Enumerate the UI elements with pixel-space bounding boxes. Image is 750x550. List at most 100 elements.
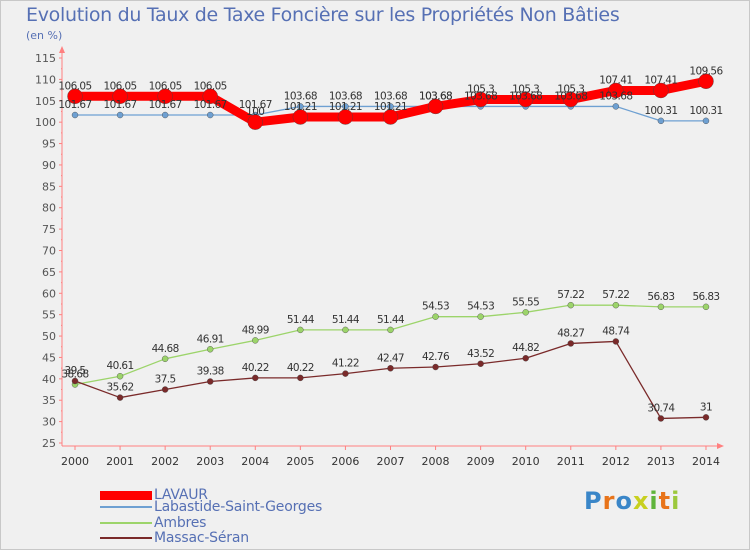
proxiti-logo: Proxiti [584, 487, 680, 515]
data-point [432, 363, 439, 371]
data-point [382, 109, 399, 125]
legend-swatch [100, 522, 152, 524]
data-point [522, 355, 529, 362]
data-point [252, 374, 259, 382]
data-point [116, 394, 124, 401]
data-label: 100 [246, 106, 264, 118]
data-label: 48.74 [602, 325, 630, 337]
data-point [71, 111, 79, 119]
data-label: 101.67 [194, 99, 227, 111]
y-tick-label: 50 [42, 330, 56, 343]
data-point [653, 82, 669, 99]
data-point [567, 340, 574, 347]
x-tick-label: 2001 [106, 455, 134, 468]
y-tick-label: 30 [42, 416, 56, 429]
legend-swatch [100, 506, 152, 508]
data-point [567, 301, 574, 309]
data-label: 56.83 [647, 291, 674, 303]
data-label: 107.41 [644, 74, 677, 86]
data-point [657, 303, 665, 311]
data-label: 56.83 [692, 291, 719, 303]
x-tick-label: 2013 [647, 455, 675, 468]
x-tick-label: 2009 [467, 455, 495, 468]
data-point [116, 373, 124, 380]
data-label: 38.68 [61, 368, 88, 380]
data-point [612, 301, 620, 309]
data-point [297, 326, 304, 334]
data-point [342, 326, 349, 334]
x-tick-label: 2003 [196, 455, 224, 468]
chart-title: Evolution du Taux de Taxe Foncière sur l… [26, 4, 620, 26]
x-tick-label: 2014 [692, 455, 720, 468]
y-tick-label: 80 [42, 202, 56, 215]
data-label: 105.3 [512, 83, 539, 95]
y-tick-label: 60 [42, 287, 56, 300]
data-label: 106.05 [149, 80, 182, 92]
data-label: 54.53 [422, 301, 449, 313]
data-label: 103.68 [419, 90, 452, 102]
data-label: 37.5 [155, 374, 176, 386]
data-point [472, 91, 489, 108]
data-label: 101.67 [103, 99, 136, 111]
x-tick-label: 2005 [286, 455, 314, 468]
x-tick-label: 2007 [376, 455, 404, 468]
data-point [116, 111, 124, 119]
data-label: 100.31 [644, 105, 677, 117]
logo-letter: o [615, 487, 633, 515]
data-point [387, 365, 394, 372]
x-tick-label: 2004 [241, 455, 269, 468]
data-label: 55.55 [512, 296, 539, 308]
data-point [157, 88, 173, 104]
data-label: 103.68 [284, 90, 317, 102]
data-label: 51.44 [377, 314, 405, 326]
data-label: 42.76 [422, 351, 450, 363]
data-point [207, 378, 214, 385]
y-tick-label: 40 [42, 373, 56, 386]
data-point [247, 114, 263, 130]
data-label: 41.22 [332, 358, 359, 370]
data-label: 101.67 [239, 99, 272, 111]
data-point [477, 360, 484, 367]
y-tick-label: 95 [42, 138, 56, 151]
data-label: 44.82 [512, 342, 539, 354]
legend-swatch [100, 537, 152, 539]
data-point [702, 117, 710, 125]
data-point [161, 386, 169, 393]
data-point [112, 88, 128, 104]
legend-item-lavaur: LAVAUR [100, 487, 208, 503]
data-label: 107.41 [599, 74, 632, 86]
data-label: 43.52 [467, 348, 494, 360]
data-label: 100.31 [689, 105, 722, 117]
data-point [342, 370, 349, 377]
data-label: 51.44 [332, 314, 360, 326]
data-label: 103.68 [464, 90, 497, 102]
data-label: 40.22 [242, 362, 269, 374]
data-label: 48.99 [242, 324, 269, 336]
data-point [702, 303, 710, 311]
x-tick-label: 2008 [422, 455, 450, 468]
data-label: 103.68 [419, 90, 452, 102]
chart-subtitle: (en %) [26, 29, 63, 42]
data-label: 103.68 [599, 90, 632, 102]
logo-letter: P [584, 487, 603, 515]
data-label: 40.22 [287, 362, 314, 374]
y-tick-label: 35 [42, 394, 56, 407]
x-tick-label: 2010 [512, 455, 540, 468]
data-label: 106.05 [103, 80, 136, 92]
y-tick-label: 110 [35, 73, 56, 86]
legend-label: Massac-Séran [154, 530, 249, 546]
x-tick-label: 2012 [602, 455, 630, 468]
y-tick-label: 115 [35, 52, 56, 65]
data-label: 109.56 [689, 65, 723, 77]
data-label: 57.22 [557, 289, 584, 301]
data-point [612, 103, 620, 110]
data-point [202, 88, 218, 104]
legend-label: Ambres [154, 515, 207, 531]
legend-item-massac: Massac-Séran [100, 530, 249, 546]
data-label: 44.68 [152, 343, 179, 355]
data-label: 31 [700, 401, 712, 413]
data-label: 51.44 [287, 314, 315, 326]
data-label: 101.21 [329, 101, 362, 113]
data-point [427, 98, 444, 115]
data-point [698, 73, 714, 89]
